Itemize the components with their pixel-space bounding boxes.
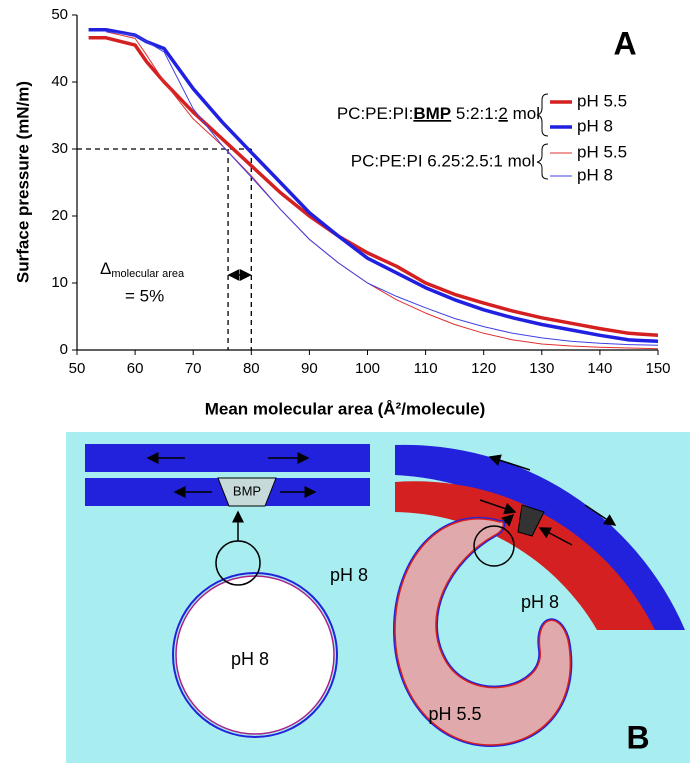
legend-brace <box>536 143 549 180</box>
curved-leaflet <box>395 481 655 630</box>
bmp-label: BMP <box>233 483 261 498</box>
panel-b: BMP pH 8 pH 8 pH 8 pH 5.5 B <box>66 432 690 763</box>
x-tick-label: 130 <box>529 360 554 377</box>
x-tick-label: 110 <box>414 360 438 377</box>
series-line <box>105 31 659 346</box>
y-tick-label: 0 <box>60 341 68 358</box>
bmp-wedge-dark <box>517 504 545 537</box>
lateral-arrows <box>146 452 317 498</box>
ph-label: pH 8 <box>330 565 368 585</box>
legend-label: pH 8 <box>577 165 613 184</box>
legend-label: pH 5.5 <box>577 142 627 161</box>
legend-group-text: mol <box>508 104 540 123</box>
legend-group-text: 5:2:1: <box>451 104 498 123</box>
crescent <box>394 518 572 746</box>
ph-label: pH 8 <box>231 649 269 669</box>
x-tick-label: 80 <box>243 360 260 377</box>
x-tick-label: 150 <box>645 360 670 377</box>
legend-label: pH 8 <box>577 116 613 135</box>
legend-label: pH 5.5 <box>577 91 627 110</box>
panel-label: A <box>613 25 636 61</box>
x-axis-label: Mean molecular area (Å²/molecule) <box>205 399 486 418</box>
zoom-circle <box>215 540 261 586</box>
legend-group-text: 2 <box>498 104 507 123</box>
zoom-circle <box>473 525 515 567</box>
x-tick-label: 100 <box>355 360 380 377</box>
panel-label: B <box>626 719 649 755</box>
legend-group-text: BMP <box>413 104 451 123</box>
bilayer-leaflet <box>85 444 370 472</box>
y-tick-label: 20 <box>51 207 68 224</box>
delta-text: = 5% <box>125 286 164 305</box>
ph-label: pH 8 <box>521 592 559 612</box>
legend-group-label: PC:PE:PI 6.25:2.5:1 mol <box>351 151 535 170</box>
series-line <box>88 27 659 344</box>
ph-label: pH 5.5 <box>428 704 481 724</box>
y-tick-label: 40 <box>51 73 68 90</box>
y-tick-label: 10 <box>51 274 68 291</box>
vesicle-outer <box>172 572 338 738</box>
delta-symbol: Δ <box>100 259 111 278</box>
x-tick-label: 60 <box>127 360 144 377</box>
delta-label: Δmolecular area <box>100 259 185 279</box>
legend-group-label: PC:PE:PI:BMP 5:2:1:2 mol <box>337 104 540 123</box>
delta-subscript: molecular area <box>111 268 185 280</box>
y-tick-label: 30 <box>51 140 68 157</box>
legend-brace <box>536 93 549 137</box>
x-tick-label: 140 <box>587 360 612 377</box>
bmp-wedge <box>217 477 277 507</box>
y-tick-label: 50 <box>51 6 68 23</box>
series-line <box>105 31 659 350</box>
x-tick-label: 120 <box>471 360 496 377</box>
series-line <box>88 36 659 338</box>
x-tick-label: 90 <box>301 360 318 377</box>
x-tick-label: 70 <box>185 360 202 377</box>
x-tick-label: 50 <box>69 360 86 377</box>
legend-group-text: PC:PE:PI: <box>337 104 414 123</box>
y-axis-label: Surface pressure (mN/m) <box>13 81 32 283</box>
